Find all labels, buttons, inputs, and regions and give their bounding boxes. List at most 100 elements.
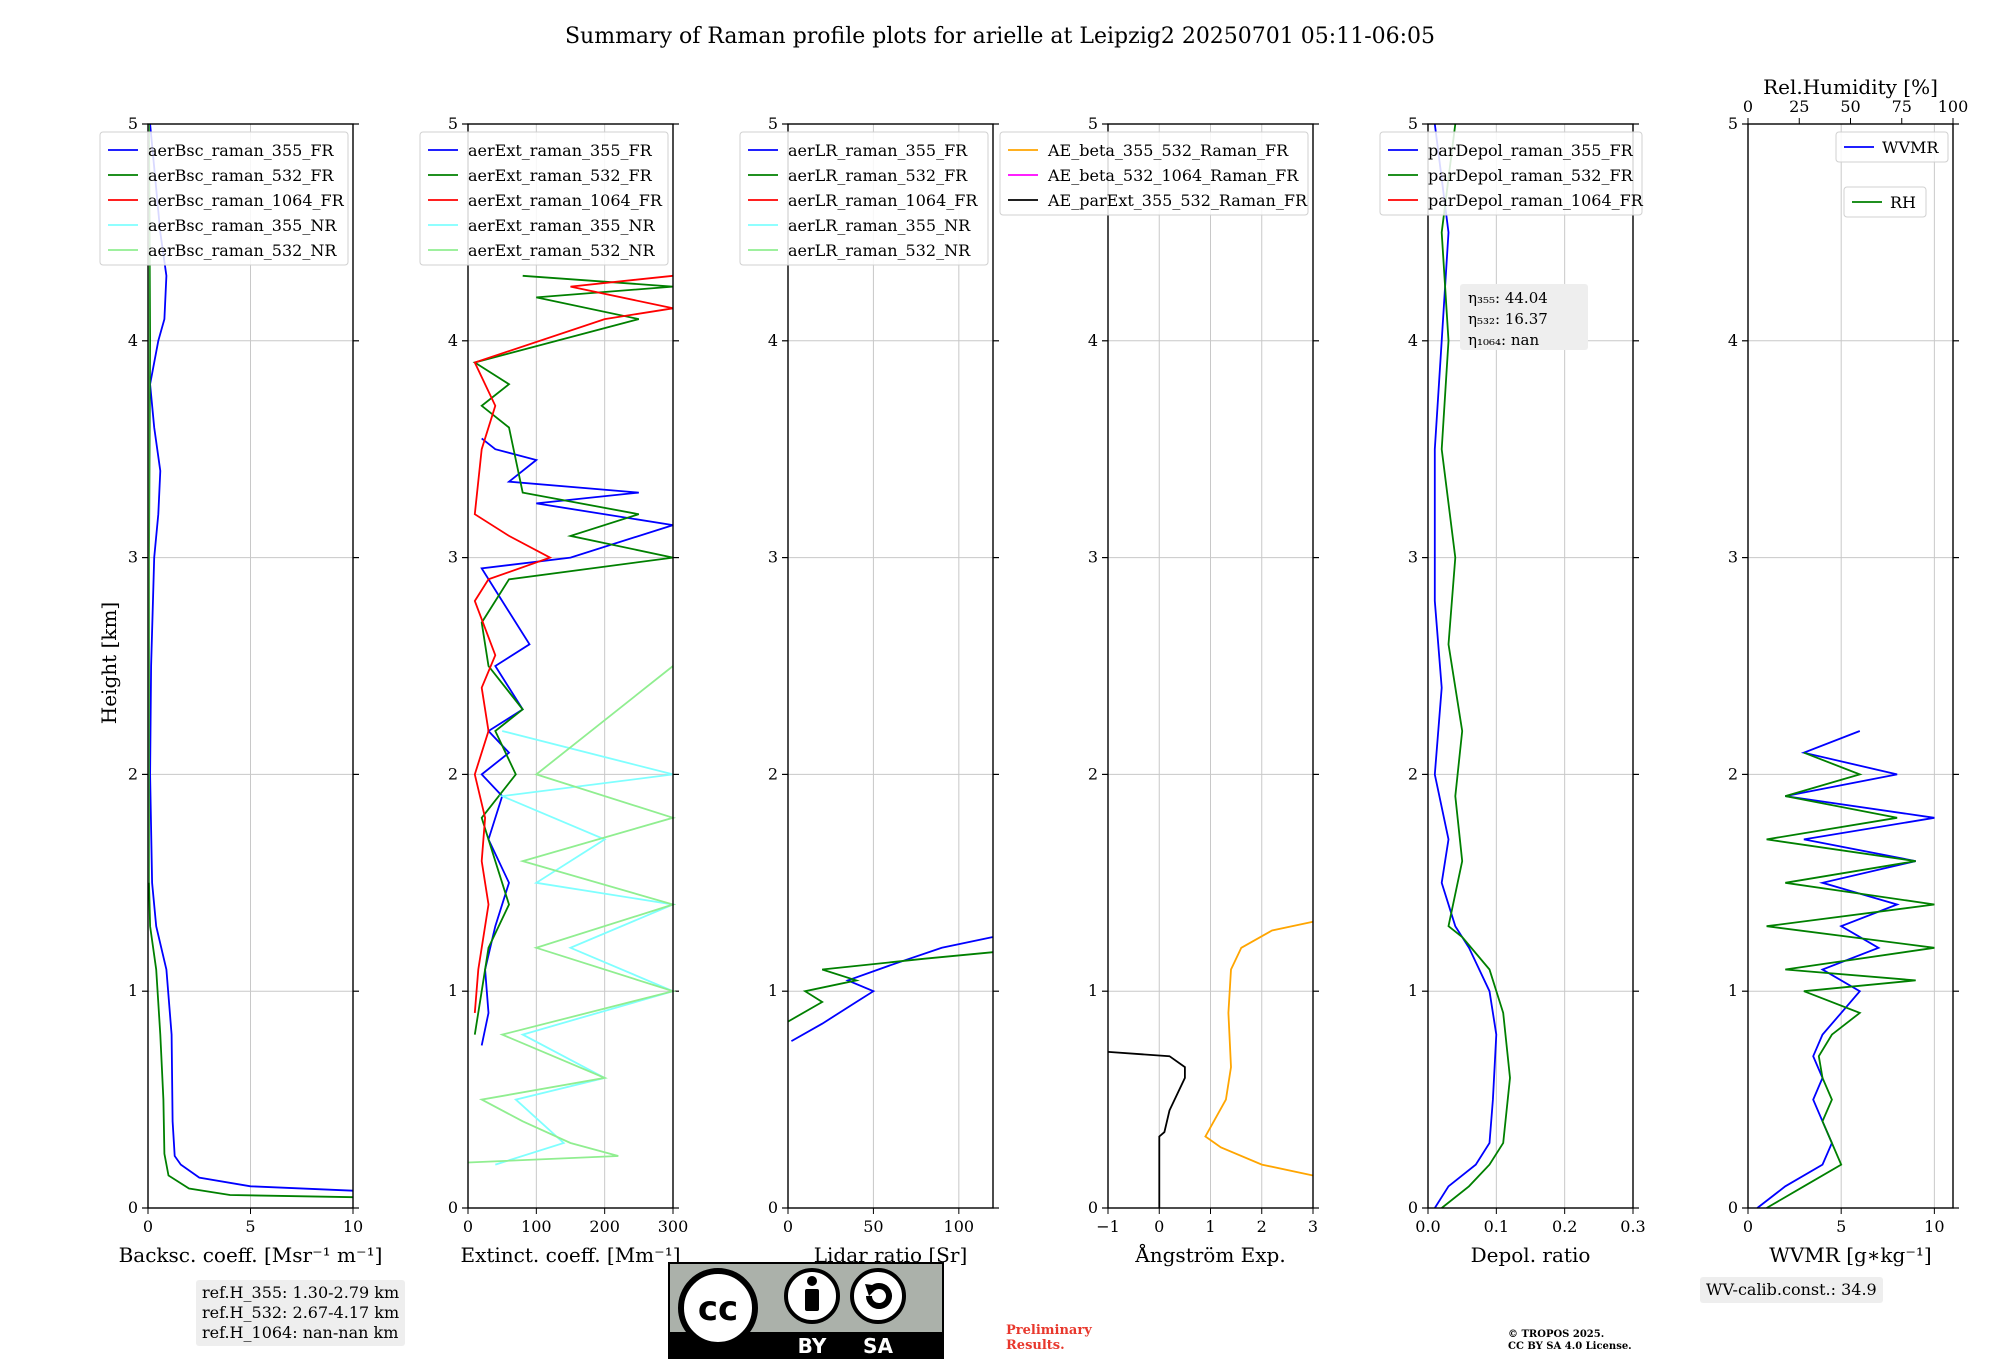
- x-tick-label: 5: [245, 1217, 255, 1236]
- cc-glyph: cc: [698, 1289, 738, 1329]
- series-line-AE_beta_355_532_Raman_FR: [1204, 920, 1314, 1177]
- y-tick-label: 4: [1408, 331, 1418, 350]
- y-tick-label: 0: [128, 1198, 138, 1217]
- y-tick-label: 1: [1728, 981, 1738, 1000]
- series-line-parDepol_raman_355_FR: [1433, 123, 1498, 1209]
- y-tick-label: 2: [448, 764, 458, 783]
- legend-entry: parDepol_raman_532_FR: [1428, 166, 1634, 185]
- legend-entry: aerLR_raman_355_NR: [788, 216, 971, 235]
- y-axis-label: Height [km]: [97, 602, 121, 724]
- ref-height-532: ref.H_532: 2.67-4.17 km: [202, 1303, 400, 1322]
- x-tick-label: 0: [783, 1217, 793, 1236]
- y-tick-label: 4: [1088, 331, 1098, 350]
- x-tick-label: 0: [143, 1217, 153, 1236]
- legend-entry: aerBsc_raman_532_NR: [148, 241, 337, 260]
- y-tick-label: 1: [128, 981, 138, 1000]
- y-tick-label: 2: [1088, 764, 1098, 783]
- x-axis-label: Extinct. coeff. [Mm⁻¹]: [460, 1243, 680, 1267]
- ref-height-355: ref.H_355: 1.30-2.79 km: [202, 1283, 400, 1302]
- wv-calib-box: WV-calib.const.: 34.9: [1700, 1277, 1883, 1303]
- axes-frame: [467, 123, 674, 1209]
- y-tick-label: 5: [1088, 114, 1098, 133]
- y-tick-label: 4: [128, 331, 138, 350]
- y-tick-label: 5: [128, 114, 138, 133]
- y-tick-label: 0: [1088, 1198, 1098, 1217]
- x-axis-label: WVMR [g∗kg⁻¹]: [1769, 1243, 1931, 1267]
- y-tick-label: 2: [768, 764, 778, 783]
- series-line-aerExt_raman_532_FR: [472, 274, 674, 1035]
- series-line-aerLR_raman_355_FR: [790, 936, 994, 1042]
- y-tick-label: 3: [448, 548, 458, 567]
- y-tick-label: 1: [1088, 981, 1098, 1000]
- copyright-line-1: © TROPOS 2025.: [1508, 1329, 1605, 1340]
- x-tick-label: 200: [589, 1217, 620, 1236]
- legend-entry: AE_beta_532_1064_Raman_FR: [1047, 166, 1299, 185]
- x-tick-label: 100: [944, 1217, 975, 1236]
- x-axis-label: Depol. ratio: [1471, 1243, 1591, 1267]
- top-tick-label: 0: [1743, 97, 1753, 116]
- y-tick-label: 4: [1728, 331, 1738, 350]
- x-tick-label: 10: [343, 1217, 363, 1236]
- eta-annotation-line: η₃₅₅: 44.04: [1468, 289, 1548, 307]
- y-tick-label: 0: [1408, 1198, 1418, 1217]
- y-tick-label: 0: [1728, 1198, 1738, 1217]
- ref-height-box: ref.H_355: 1.30-2.79 km ref.H_532: 2.67-…: [196, 1280, 406, 1346]
- legend-entry: aerBsc_raman_355_FR: [148, 141, 334, 160]
- x-tick-label: 100: [521, 1217, 552, 1236]
- legend-entry: aerExt_raman_355_FR: [468, 141, 653, 160]
- legend-entry: parDepol_raman_355_FR: [1428, 141, 1634, 160]
- legend-box: [419, 131, 669, 266]
- preliminary-note: Preliminary Results.: [1006, 1323, 1092, 1353]
- series-line-aerBsc_raman_355_FR: [149, 123, 354, 1192]
- legend-box: [999, 131, 1309, 216]
- y-tick-label: 3: [768, 548, 778, 567]
- x-tick-label: 5: [1836, 1217, 1846, 1236]
- sa-share-alike-icon: [850, 1268, 906, 1324]
- x-tick-label: 3: [1308, 1217, 1318, 1236]
- legend-entry: aerLR_raman_532_NR: [788, 241, 971, 260]
- y-tick-label: 2: [128, 764, 138, 783]
- y-tick-label: 4: [768, 331, 778, 350]
- legend-entry: aerBsc_raman_355_NR: [148, 216, 337, 235]
- axes-frame: [1427, 123, 1634, 1209]
- preliminary-line-1: Preliminary: [1006, 1323, 1092, 1338]
- y-tick-label: 3: [1408, 548, 1418, 567]
- axes-frame: [1107, 123, 1314, 1209]
- top-tick-label: 75: [1892, 97, 1912, 116]
- legend-entry: parDepol_raman_1064_FR: [1428, 191, 1644, 210]
- series-line-aerExt_raman_355_NR: [495, 730, 677, 1166]
- copyright-line-2: CC BY SA 4.0 License.: [1508, 1341, 1632, 1352]
- y-tick-label: 2: [1408, 764, 1418, 783]
- legend-entry: aerExt_raman_532_FR: [468, 166, 653, 185]
- x-axis-label: Ångström Exp.: [1134, 1242, 1285, 1267]
- series-line-AE_parExt_355_532_Raman_FR: [1107, 1051, 1186, 1208]
- top-axis-label: Rel.Humidity [%]: [1763, 75, 1938, 99]
- x-tick-label: 2: [1257, 1217, 1267, 1236]
- series-line-aerExt_raman_1064_FR: [473, 274, 674, 1013]
- x-tick-label: 0.0: [1415, 1217, 1440, 1236]
- y-tick-label: 1: [448, 981, 458, 1000]
- figure-title: Summary of Raman profile plots for ariel…: [565, 24, 1435, 49]
- legend-entry: aerLR_raman_355_FR: [788, 141, 968, 160]
- x-tick-label: 0: [1154, 1217, 1164, 1236]
- top-tick-label: 25: [1789, 97, 1809, 116]
- legend-entry: aerLR_raman_532_FR: [788, 166, 968, 185]
- legend-box: [1835, 131, 1949, 163]
- cc-by-sa-badge: cc BY SA: [668, 1262, 944, 1359]
- legend-box: [739, 131, 989, 266]
- y-tick-label: 2: [1728, 764, 1738, 783]
- legend-box: [1379, 131, 1643, 216]
- axes-frame: [787, 123, 994, 1209]
- y-tick-label: 1: [1408, 981, 1418, 1000]
- x-tick-label: 0.3: [1620, 1217, 1645, 1236]
- x-tick-label: 0.2: [1552, 1217, 1577, 1236]
- wv-calib-text: WV-calib.const.: 34.9: [1706, 1280, 1877, 1299]
- badge-sa-label: SA: [863, 1334, 893, 1358]
- legend-entry: aerExt_raman_1064_FR: [468, 191, 663, 210]
- cc-icon: [678, 1268, 758, 1348]
- y-tick-label: 5: [1728, 114, 1738, 133]
